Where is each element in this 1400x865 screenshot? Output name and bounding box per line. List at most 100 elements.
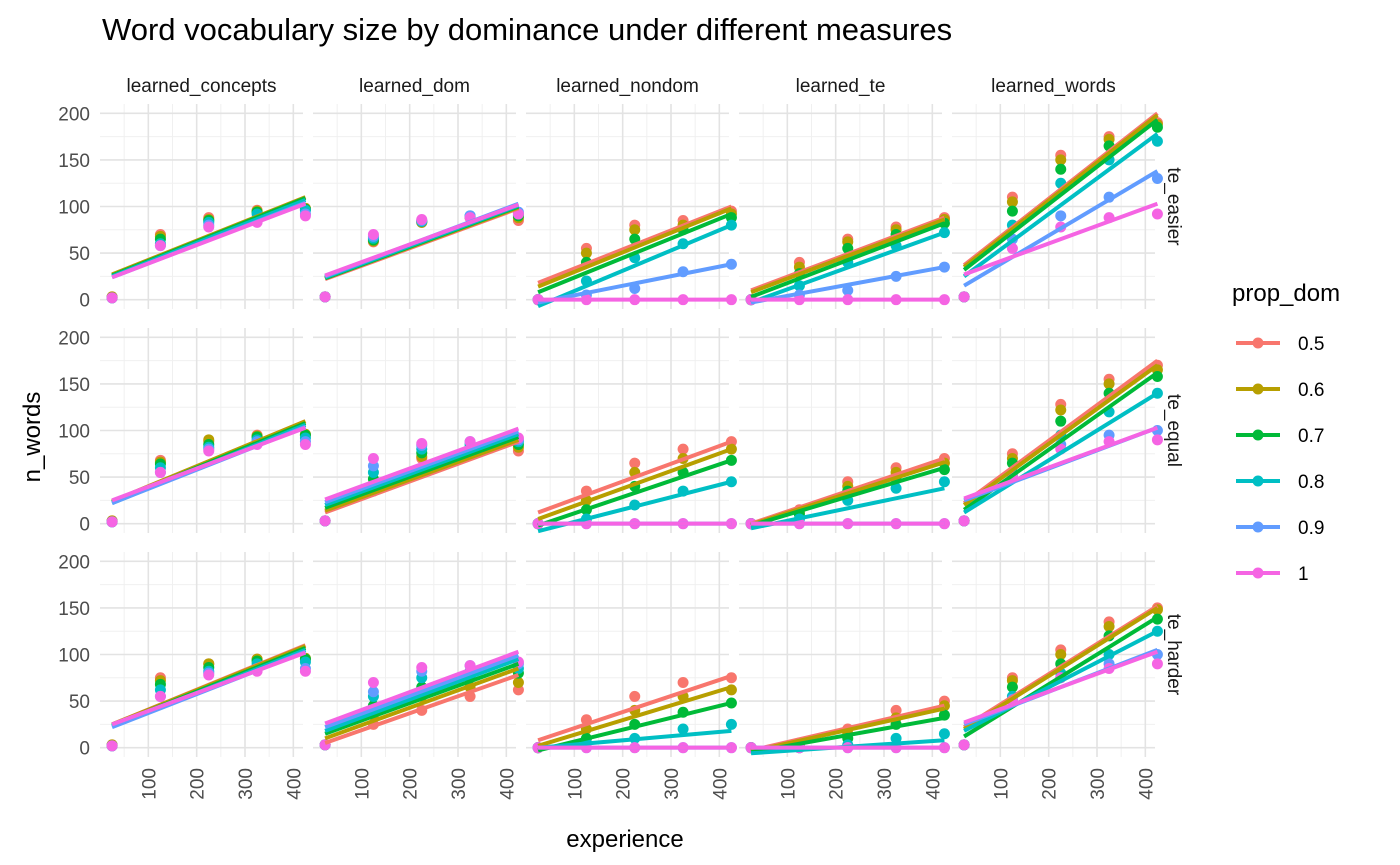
data-point	[958, 739, 970, 751]
data-point	[629, 457, 641, 469]
x-tick-label: 400	[710, 768, 731, 800]
panel-data-te_easier-learned_dom	[319, 201, 524, 303]
y-tick-label: 50	[69, 692, 90, 713]
panel-data-te_harder-learned_dom	[319, 649, 524, 751]
panel-te_easier-learned_words	[952, 104, 1155, 309]
legend-key-point	[1252, 429, 1264, 441]
x-tick-label: 200	[1040, 768, 1061, 800]
legend-key-point	[1252, 567, 1264, 579]
fit-line	[537, 685, 732, 748]
data-point	[154, 240, 166, 252]
panel-data-te_equal-learned_words	[958, 359, 1163, 527]
data-point	[677, 676, 689, 688]
x-tick-label: 300	[449, 768, 470, 800]
strip-label-learned_nondom: learned_nondom	[556, 76, 699, 97]
data-point	[154, 466, 166, 478]
fit-line	[537, 212, 733, 295]
data-point	[319, 291, 331, 303]
fit-line	[962, 113, 1159, 269]
data-point	[106, 292, 118, 304]
row-strip-label-te_equal: te_equal	[1163, 394, 1184, 467]
y-tick-label: 200	[58, 552, 90, 573]
panel-te_easier-learned_te	[739, 104, 942, 309]
x-tick-label: 400	[284, 768, 305, 800]
fit-line	[963, 201, 1159, 277]
fit-line	[324, 429, 520, 505]
fit-line	[537, 447, 733, 521]
data-point	[1103, 378, 1115, 390]
panel-data-te_equal-learned_te	[745, 452, 950, 531]
data-point	[299, 438, 311, 450]
fit-line	[537, 204, 733, 285]
fit-line	[963, 649, 1159, 725]
data-point	[367, 686, 379, 698]
fit-line	[962, 363, 1159, 507]
fit-line	[324, 435, 520, 510]
data-point	[1006, 196, 1018, 208]
data-point	[1055, 210, 1067, 222]
fit-line	[324, 426, 520, 502]
panel-data-te_harder-learned_nondom	[532, 672, 737, 754]
panel-te_harder-learned_concepts	[100, 552, 303, 757]
data-point	[299, 665, 311, 677]
legend-entry-0.6: 0.6	[1236, 380, 1324, 401]
y-tick-label: 0	[79, 291, 90, 312]
x-tick-label: 300	[875, 768, 896, 800]
fit-line	[963, 615, 1159, 739]
fit-line	[750, 221, 946, 299]
data-point	[580, 247, 592, 259]
strip-label-learned_words: learned_words	[991, 76, 1116, 97]
panel-data-te_easier-learned_words	[958, 111, 1163, 303]
strip-label-learned_dom: learned_dom	[359, 76, 470, 97]
data-point	[106, 516, 118, 528]
data-point	[1006, 681, 1018, 693]
x-tick-label: 400	[1136, 768, 1157, 800]
fit-line	[750, 217, 946, 295]
legend-entry-0.8: 0.8	[1236, 472, 1324, 493]
data-point	[890, 482, 902, 494]
legend-key-point	[1252, 475, 1264, 487]
data-point	[629, 224, 641, 236]
y-tick-label: 0	[79, 515, 90, 536]
fit-line	[537, 458, 733, 528]
data-point	[677, 443, 689, 455]
panel-te_harder-learned_te	[739, 552, 942, 757]
x-tick-label: 100	[352, 768, 373, 800]
data-point	[416, 438, 428, 450]
x-tick-label: 300	[1088, 768, 1109, 800]
fit-line	[324, 653, 520, 730]
fit-line	[537, 728, 732, 750]
legend-key-point	[1252, 337, 1264, 349]
fit-line	[962, 118, 1159, 272]
data-point	[1055, 415, 1067, 427]
y-tick-label: 150	[58, 599, 90, 620]
fit-line	[963, 425, 1159, 501]
panel-data-te_harder-learned_te	[745, 695, 950, 756]
data-point	[842, 284, 854, 296]
x-tick-label: 100	[991, 768, 1012, 800]
panel-data-te_equal-learned_concepts	[106, 419, 311, 528]
fit-line	[324, 661, 520, 736]
data-point	[1055, 163, 1067, 175]
data-point	[416, 214, 428, 226]
fit-line	[111, 650, 307, 727]
legend-key-point	[1252, 383, 1264, 395]
x-tick-label: 200	[188, 768, 209, 800]
row-strip-label-te_easier: te_easier	[1163, 167, 1184, 246]
legend-label: 0.8	[1298, 472, 1324, 493]
fit-line	[750, 230, 946, 305]
y-axis-title: n_words	[19, 392, 46, 483]
data-point	[677, 723, 689, 735]
y-tick-label: 100	[58, 422, 90, 443]
strip-label-learned_te: learned_te	[796, 76, 886, 97]
fit-line	[750, 265, 945, 305]
y-tick-label: 0	[79, 739, 90, 760]
data-point	[1006, 242, 1018, 254]
data-point	[725, 718, 737, 730]
data-point	[1151, 434, 1163, 446]
data-point	[1055, 404, 1067, 416]
fit-line	[324, 673, 520, 745]
legend-key-point	[1252, 521, 1264, 533]
strip-label-learned_concepts: learned_concepts	[127, 76, 277, 97]
